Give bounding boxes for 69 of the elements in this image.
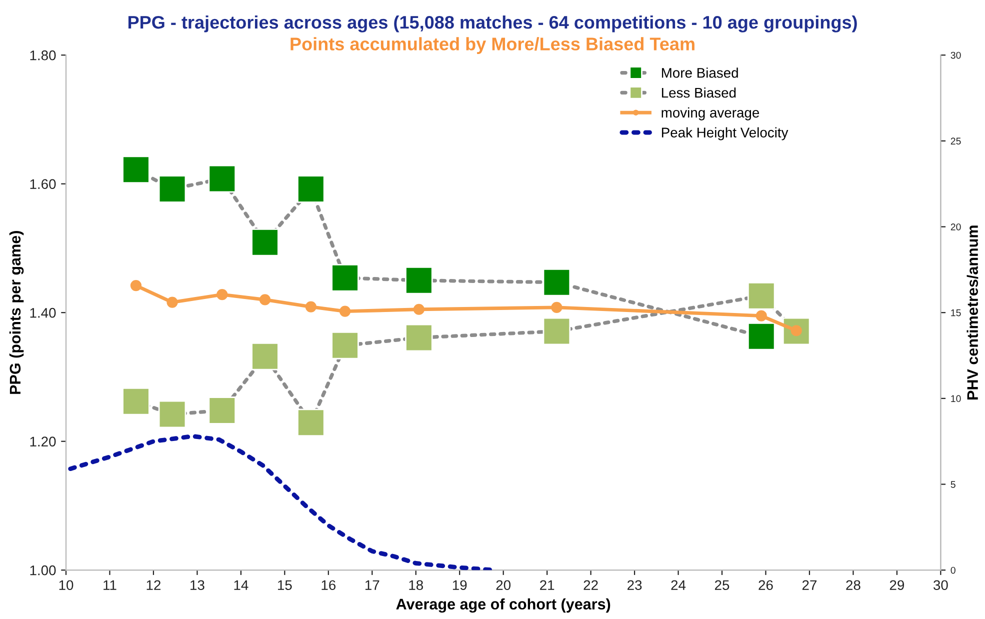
x-tick-label: 25 [714,580,730,590]
y-tick-label: 1.00 [30,565,56,576]
y2-tick-label: 10 [951,395,961,402]
x-tick-label: 13 [190,580,204,590]
x-tick-label: 21 [540,580,554,590]
point [542,268,571,296]
y2-tick-label: 30 [950,52,961,59]
point [297,408,325,437]
x-tick-label: 26 [758,580,773,590]
point [251,342,279,370]
x-tick-label: 16 [322,580,336,590]
x-tick-label: 11 [104,580,116,590]
y-tick-label: 1.80 [30,50,56,60]
y2-tick-label: 15 [951,309,961,316]
x-tick-label: 12 [146,580,160,590]
point [122,156,150,184]
point [130,280,142,292]
x-tick-label: 18 [409,580,423,590]
point [331,332,359,360]
y2-tick-label: 20 [950,223,961,230]
y-tick-label: 1.60 [30,179,56,190]
x-tick-label: 28 [846,580,860,590]
point [747,322,776,350]
y2-tick-label: 25 [950,138,961,145]
chart-subtitle: Points accumulated by More/Less Biased Team [290,37,694,54]
point [208,164,236,193]
x-tick-label: 14 [234,580,248,590]
legend-label: Peak Height Velocity [662,127,788,140]
point [756,310,767,322]
point [259,294,271,306]
point [166,296,178,308]
y2-axis-title: PHV centimetres/annum [966,226,978,400]
x-tick-label: 22 [584,580,598,590]
point [251,228,279,256]
x-tick-label: 20 [496,580,511,590]
point [551,302,562,313]
point [305,301,316,312]
x-tick-label: 23 [628,580,642,590]
point [297,175,325,203]
point [158,400,186,428]
x-tick-label: 27 [802,580,816,590]
x-tick-label: 17 [365,580,380,590]
x-tick-label: 24 [671,580,686,590]
legend-label: More Biased [662,68,738,78]
point [405,266,433,294]
legend-label: Less Biased [662,87,736,98]
y-tick-label: 1.40 [30,308,56,318]
point [405,324,433,352]
chart-title: PPG - trajectories across ages (15,088 matches - 64 competitions - 10 age groupings) [128,15,857,32]
point [413,304,424,315]
point [331,264,359,292]
point [339,306,351,317]
point [747,282,776,310]
x-axis-title: Average age of cohort (years) [396,598,610,613]
y2-tick-label: 0 [950,566,956,574]
x-tick-label: 10 [59,580,74,590]
x-tick-label: 15 [278,580,292,590]
legend-label: moving average [662,107,760,120]
x-tick-label: 29 [890,580,904,590]
x-tick-label: 30 [933,580,948,590]
point [216,289,228,300]
y-tick-label: 1.20 [30,436,56,447]
y-axis-title: PPG (points per game) [9,231,24,394]
point [208,396,236,424]
y2-tick-label: 5 [950,481,956,488]
point [542,317,571,346]
x-tick-label: 19 [452,580,467,590]
point [122,388,150,416]
point [158,175,186,203]
